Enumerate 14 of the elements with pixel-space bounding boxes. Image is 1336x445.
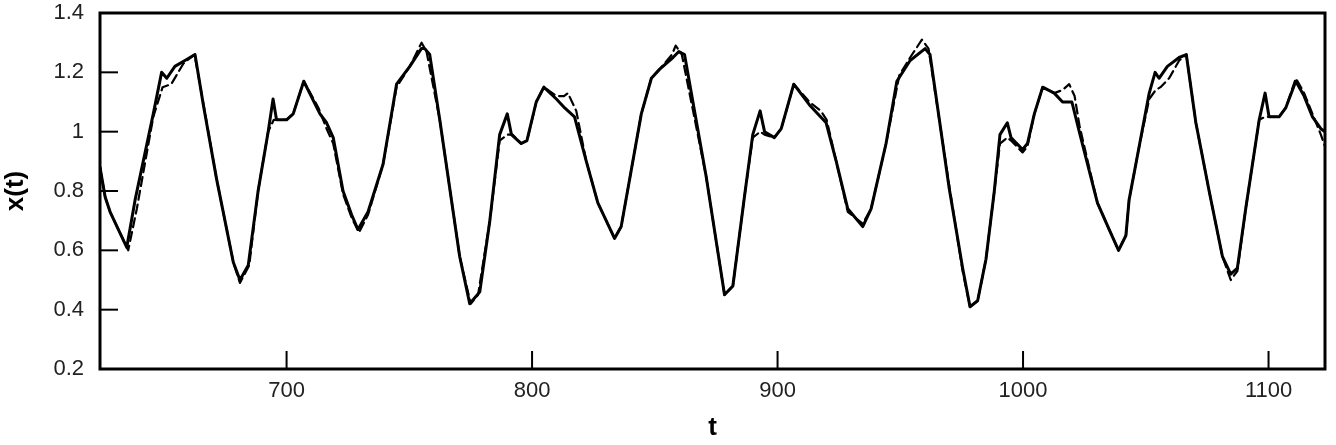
y-axis-title: x(t) bbox=[0, 170, 29, 212]
y-tick-label: 0.6 bbox=[53, 236, 84, 262]
x-tick-label: 1000 bbox=[998, 377, 1048, 403]
y-tick-label: 0.4 bbox=[53, 295, 84, 321]
y-tick-label: 1.4 bbox=[53, 0, 84, 25]
x-axis-title: t bbox=[708, 410, 718, 441]
y-tick-label: 0.2 bbox=[53, 355, 84, 381]
y-tick-label: 0.8 bbox=[53, 177, 84, 203]
y-tick-label: 1 bbox=[71, 117, 84, 143]
x-tick-label: 800 bbox=[513, 377, 551, 403]
x-tick-label: 700 bbox=[268, 377, 305, 403]
x-tick-label: 900 bbox=[759, 377, 796, 403]
y-tick-label: 1.2 bbox=[53, 58, 84, 84]
x-tick-label: 1100 bbox=[1244, 377, 1293, 403]
